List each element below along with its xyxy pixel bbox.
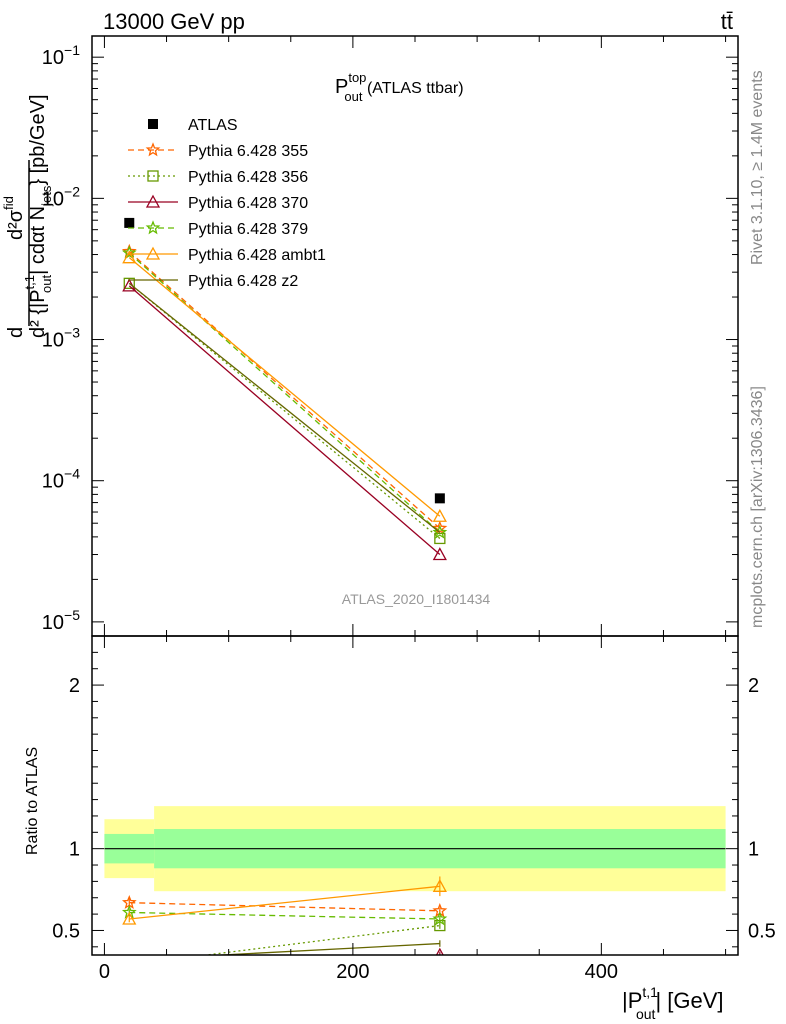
series-marker-0-1: [432, 520, 448, 535]
ratio-tick-label-right: 1: [748, 839, 759, 861]
series-marker-2-1: [432, 547, 447, 561]
legend-label-data: ATLAS: [188, 117, 238, 134]
series-line-4: [128, 257, 441, 517]
series-line-1: [128, 282, 441, 539]
ratio-frame: [91, 635, 739, 956]
legend-marker-3: [145, 220, 161, 235]
y-tick-label: 10−4: [42, 466, 80, 493]
legend-marker-2: [145, 194, 161, 208]
series-line-5: [128, 282, 441, 533]
header-energy: 13000 GeV pp: [103, 9, 245, 34]
x-axis-label: |Pt,1 out| [GeV]: [622, 984, 724, 1022]
ratio-tick-label-left: 1: [69, 839, 80, 861]
x-tick-label: 400: [585, 961, 618, 983]
legend-label-2: Pythia 6.428 370: [188, 195, 308, 212]
ratio-tick-label-right: 2: [748, 675, 759, 697]
svg-text:d: d: [5, 327, 27, 338]
axes: 0 200 400 10−1 10−2 10−3 10−4 10−5 0.5 0.5 1 1 2 2: [42, 35, 776, 983]
legend-marker-0: [145, 142, 161, 157]
series-line-2: [128, 285, 441, 556]
ratio-marker-1-0: [124, 960, 134, 970]
ratio-marker-3-1: [432, 911, 448, 926]
series-marker-1-0: [123, 277, 135, 289]
series-marker-4-1: [432, 508, 447, 522]
legend-marker-data: [148, 119, 158, 129]
legend-label-0: Pythia 6.428 355: [188, 143, 308, 160]
legend-label-3: Pythia 6.428 379: [188, 221, 308, 238]
series-marker-4-0: [122, 250, 137, 264]
ratio-marker-4-1: [432, 878, 447, 892]
series-marker-3-1: [432, 524, 448, 539]
legend: ATLAS Pythia 6.428 355 Pythia 6.428 356 Pyt…: [128, 117, 326, 290]
series-marker-1-1: [434, 532, 446, 545]
rivet-version-label: Rivet 3.1.10, ≥ 1.4M events: [749, 70, 766, 265]
ratio-marker-2-0: [123, 957, 135, 968]
ratio-marker-3-0: [121, 904, 137, 919]
x-tick-label: 200: [336, 961, 369, 983]
ratio-marker-4-0: [122, 911, 137, 925]
legend-label-4: Pythia 6.428 ambt1: [188, 247, 326, 264]
legend-label-5: Pythia 6.428 z2: [188, 273, 298, 290]
legend-label-1: Pythia 6.428 356: [188, 169, 308, 186]
y-tick-label: 10−3: [42, 325, 80, 352]
svg-text:d²σfid: d²σfid: [1, 196, 27, 240]
y-tick-label: 10−1: [42, 42, 80, 69]
data-point-1: [434, 493, 445, 504]
series-marker-3-0: [121, 245, 137, 260]
ratio-line-2: [415, 954, 440, 955]
y-axis-label-ratio: Ratio to ATLAS: [24, 747, 41, 855]
mcplots-label: mcplots.cern.ch [arXiv:1306.3436]: [749, 386, 766, 628]
ratio-tick-label-left: 0.5: [52, 920, 80, 942]
ratio-line-1: [201, 924, 440, 955]
x-tick-label: 0: [99, 961, 110, 983]
analysis-watermark: ATLAS_2020_I1801434: [342, 591, 491, 607]
uncertainty-bands: [104, 806, 726, 892]
legend-marker-4: [145, 246, 161, 260]
y-tick-label: 10−2: [42, 183, 80, 210]
ratio-plot-series: [121, 876, 448, 970]
series-line-0: [128, 251, 441, 529]
data-point-0: [124, 217, 135, 228]
ratio-tick-label-right: 0.5: [748, 920, 776, 942]
header-process: tt̄: [721, 9, 733, 34]
ratio-line-0: [129, 902, 440, 912]
plot-title: Ptop out (ATLAS ttbar): [335, 70, 464, 104]
ratio-line-5: [210, 942, 440, 955]
y-tick-label: 10−5: [42, 607, 80, 634]
ratio-line-4: [129, 885, 440, 920]
legend-marker-1: [147, 170, 159, 182]
ratio-tick-label-left: 2: [69, 675, 80, 697]
ratio-line-3: [129, 911, 440, 920]
main-plot-series: [121, 217, 448, 561]
series-line-3: [128, 252, 441, 533]
